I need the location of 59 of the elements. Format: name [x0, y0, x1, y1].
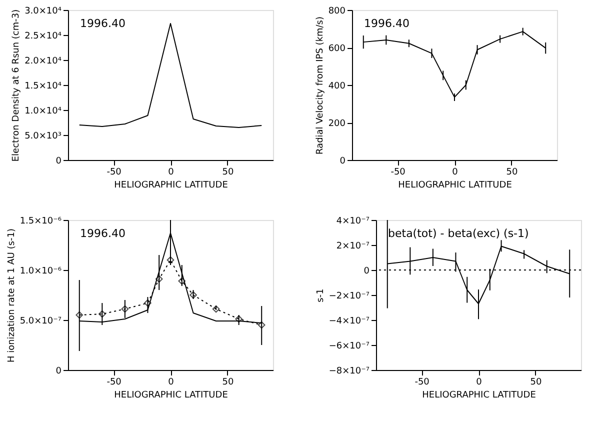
x-tick-label: -50 — [390, 168, 406, 178]
y-tick-label: 2.0×10⁴ — [24, 56, 62, 66]
point — [166, 256, 174, 264]
annotation: 1996.40 — [80, 227, 126, 240]
y-tick-label: 5.0×10³ — [24, 132, 62, 142]
x-tick-label: 0 — [168, 378, 174, 388]
x-axis-title: HELIOGRAPHIC LATITUDE — [114, 180, 228, 190]
x-tick-label: -50 — [106, 168, 122, 178]
line-series — [362, 31, 546, 98]
y-tick-label: 2.5×10⁴ — [24, 32, 62, 42]
y-axis-title: Radial Velocity from IPS (km/s) — [315, 16, 326, 155]
y-axis-title: H ionization rate at 1 AU (s-1) — [6, 228, 17, 363]
y-axis-title: s-1 — [316, 288, 326, 302]
x-axis-title: HELIOGRAPHIC LATITUDE — [398, 180, 512, 190]
y-tick-label: 3.0×10⁴ — [24, 6, 62, 16]
y-tick-label: 400 — [328, 82, 346, 92]
point — [190, 291, 197, 299]
x-axis-title: HELIOGRAPHIC LATITUDE — [114, 390, 228, 400]
x-tick-label: -50 — [106, 378, 122, 388]
point — [212, 305, 220, 313]
x-tick-label: -50 — [414, 378, 430, 388]
y-tick-label: 600 — [328, 44, 346, 54]
y-tick-label: −2×10⁻⁷ — [328, 292, 370, 302]
point — [258, 321, 266, 329]
point — [144, 299, 152, 307]
y-axis-title: Electron Density at 6 Rsun (cm-3) — [12, 9, 22, 162]
y-tick-label: −8×10⁻⁷ — [328, 366, 370, 376]
y-tick-label: 1.5×10⁻⁶ — [20, 216, 62, 226]
x-tick-label: 50 — [222, 378, 234, 388]
point — [76, 311, 84, 319]
point — [155, 275, 163, 283]
x-tick-label: 50 — [222, 168, 234, 178]
x-tick-label: 0 — [476, 378, 482, 388]
y-tick-label: 0 — [56, 156, 62, 166]
y-tick-label: 1.0×10⁻⁶ — [20, 266, 62, 276]
x-tick-label: 50 — [506, 168, 518, 178]
y-tick-label: 2×10⁻⁷ — [336, 242, 370, 252]
y-tick-label: −6×10⁻⁷ — [328, 342, 370, 352]
y-tick-label: 1.5×10⁴ — [24, 82, 62, 92]
x-tick-label: 50 — [530, 378, 542, 388]
y-tick-label: 0 — [56, 366, 62, 376]
y-tick-label: −4×10⁻⁷ — [328, 316, 370, 326]
y-tick-label: 5.0×10⁻⁷ — [20, 316, 62, 326]
point — [178, 277, 186, 285]
point — [98, 310, 106, 318]
y-tick-label: 800 — [328, 6, 346, 16]
y-tick-label: 200 — [328, 119, 346, 129]
annotation: 1996.40 — [364, 17, 410, 30]
annotation: 1996.40 — [80, 17, 126, 30]
annotation: beta(tot) - beta(exc) (s-1) — [388, 227, 529, 240]
x-tick-label: 0 — [168, 168, 174, 178]
point — [235, 315, 242, 323]
y-tick-label: 1.0×10⁴ — [24, 106, 62, 116]
x-tick-label: 0 — [452, 168, 458, 178]
point — [121, 305, 129, 313]
y-tick-label: 0 — [364, 266, 370, 276]
y-tick-label: 0 — [340, 156, 346, 166]
y-tick-label: 4×10⁻⁷ — [336, 216, 370, 226]
x-axis-title: HELIOGRAPHIC LATITUDE — [422, 390, 536, 400]
